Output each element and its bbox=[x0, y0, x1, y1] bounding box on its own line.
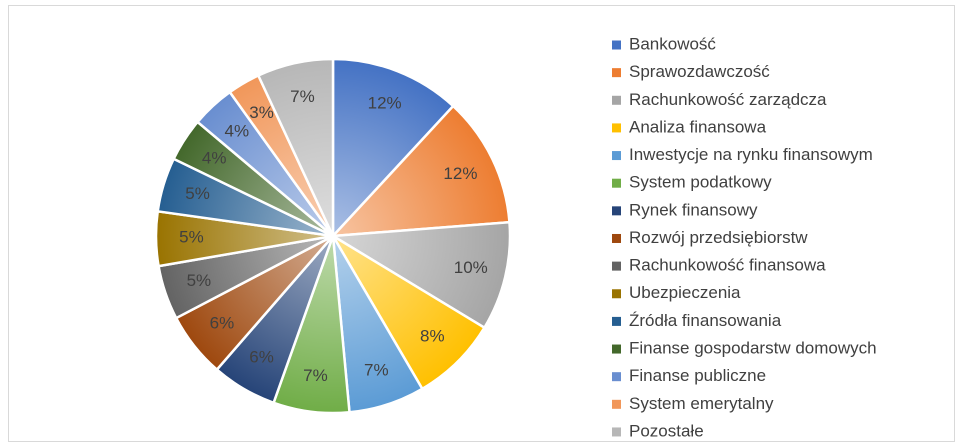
legend-swatch bbox=[612, 178, 621, 188]
legend-swatch bbox=[612, 316, 621, 326]
legend-label: System podatkowy bbox=[629, 173, 772, 192]
data-label: 3% bbox=[249, 103, 274, 122]
data-label: 7% bbox=[364, 360, 389, 379]
legend-label: System emerytalny bbox=[629, 394, 774, 413]
legend-swatch bbox=[612, 68, 621, 78]
legend-label: Pozostałe bbox=[629, 421, 704, 440]
legend-swatch bbox=[612, 151, 621, 161]
legend-label: Źródła finansowania bbox=[629, 311, 782, 330]
legend-swatch bbox=[612, 289, 621, 299]
legend-swatch bbox=[612, 372, 621, 382]
legend-label: Rynek finansowy bbox=[629, 200, 758, 219]
legend-label: Finanse publiczne bbox=[629, 366, 766, 385]
data-label: 5% bbox=[187, 271, 212, 290]
legend-label: Inwestycje na rynku finansowym bbox=[629, 145, 873, 164]
legend-swatch bbox=[612, 261, 621, 271]
data-label: 4% bbox=[202, 148, 227, 167]
legend-label: Rachunkowość finansowa bbox=[629, 256, 826, 275]
data-label: 10% bbox=[454, 258, 488, 277]
legend-label: Rozwój przedsiębiorstw bbox=[629, 228, 808, 247]
data-label: 7% bbox=[290, 87, 315, 106]
legend-label: Finanse gospodarstw domowych bbox=[629, 339, 877, 358]
legend: Bankowość Sprawozdawczość Rachunkowość zar… bbox=[612, 34, 877, 440]
legend-swatch bbox=[612, 123, 621, 133]
legend-swatch bbox=[612, 95, 621, 105]
legend-swatch bbox=[612, 399, 621, 409]
data-label: 4% bbox=[225, 122, 250, 141]
data-labels: 12%12%10%8%7%7%6%6%5%5%5%4%4%3%7% bbox=[179, 87, 488, 385]
legend-swatch bbox=[612, 344, 621, 354]
legend-swatch bbox=[612, 206, 621, 216]
legend-swatch bbox=[612, 40, 621, 50]
data-label: 6% bbox=[210, 313, 235, 332]
data-label: 6% bbox=[249, 348, 274, 367]
legend-label: Bankowość bbox=[629, 34, 716, 53]
legend-label: Sprawozdawczość bbox=[629, 62, 770, 81]
data-label: 12% bbox=[368, 94, 402, 113]
data-label: 8% bbox=[420, 326, 445, 345]
data-label: 12% bbox=[443, 164, 477, 183]
legend-label: Rachunkowość zarządcza bbox=[629, 90, 827, 109]
data-label: 7% bbox=[303, 366, 328, 385]
legend-label: Analiza finansowa bbox=[629, 117, 767, 136]
pie bbox=[154, 57, 512, 415]
legend-swatch bbox=[612, 427, 621, 437]
data-label: 5% bbox=[179, 228, 204, 247]
legend-label: Ubezpieczenia bbox=[629, 283, 741, 302]
legend-swatch bbox=[612, 233, 621, 243]
data-label: 5% bbox=[185, 184, 210, 203]
